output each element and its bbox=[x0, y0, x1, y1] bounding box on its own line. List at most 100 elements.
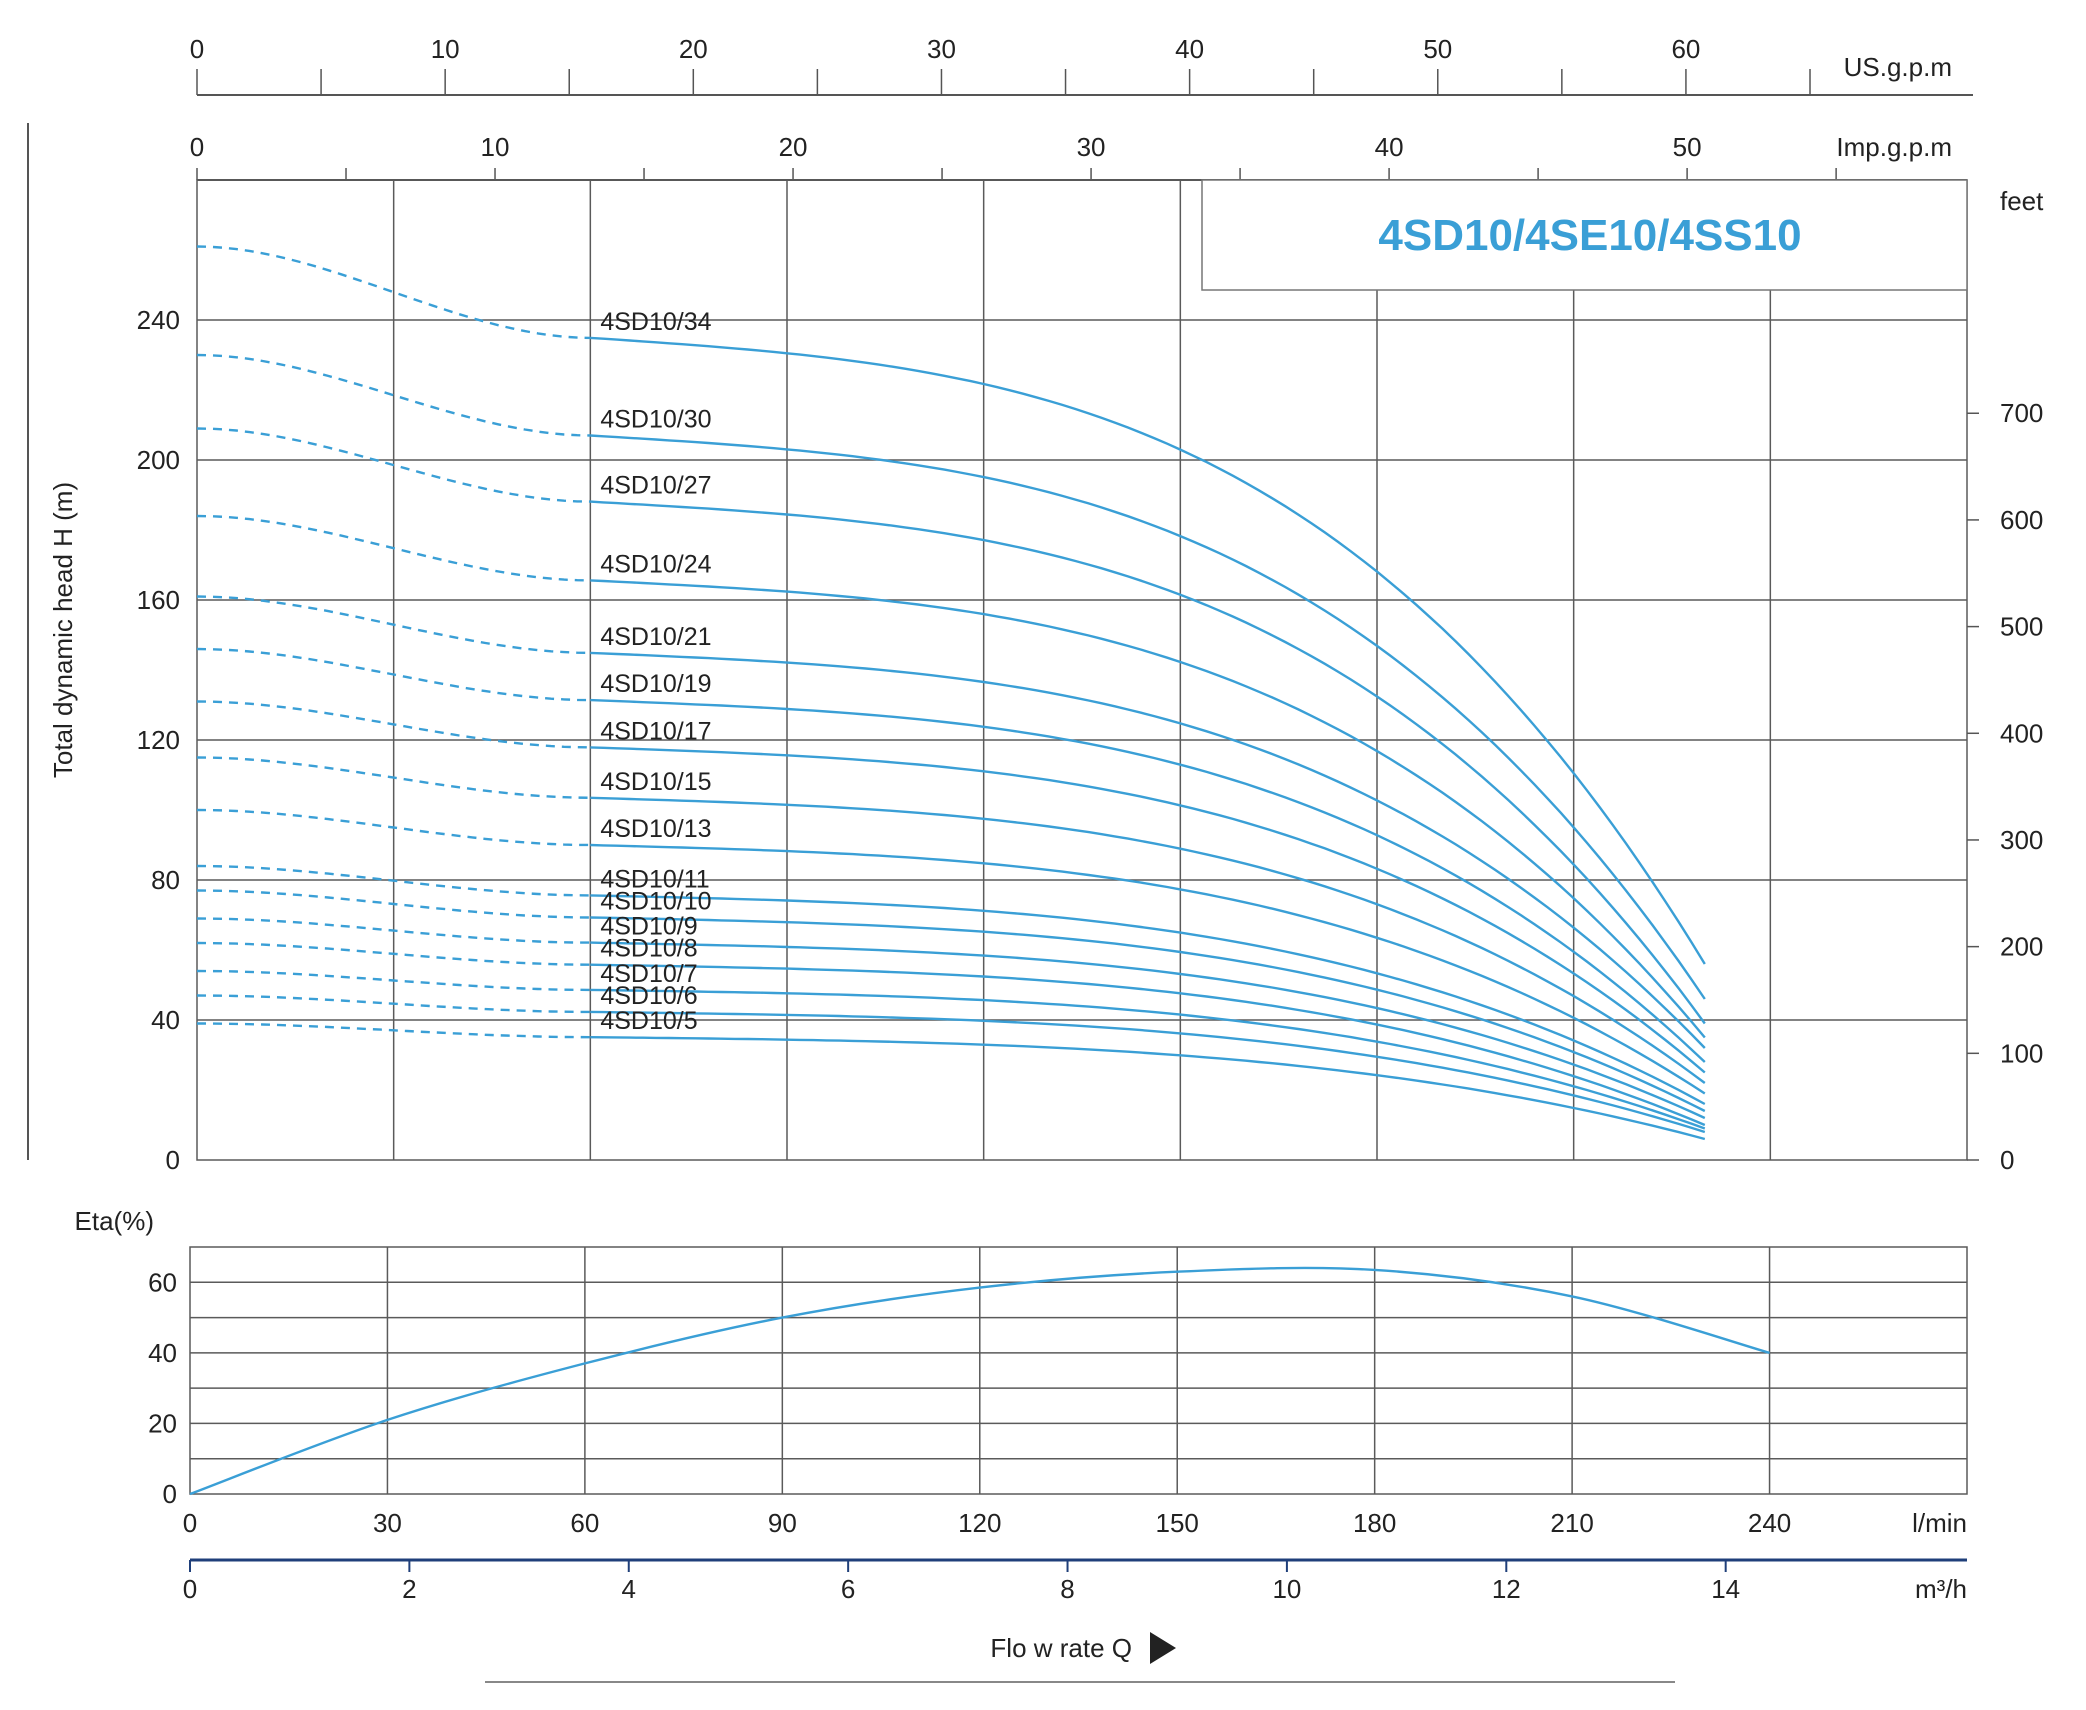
curve-label: 4SD10/27 bbox=[600, 472, 711, 500]
curve-solid-4SD10-6 bbox=[590, 1010, 1706, 1134]
curve-dashed-4SD10-8 bbox=[196, 941, 591, 966]
feet-axis-tick-label: 600 bbox=[2000, 505, 2043, 535]
curve-dashed-4SD10-7 bbox=[196, 969, 591, 992]
lpm-tick-label: 30 bbox=[373, 1508, 402, 1538]
lpm-tick-label: 0 bbox=[183, 1508, 197, 1538]
curve-dashed-4SD10-27 bbox=[196, 427, 591, 503]
curve-dashed-4SD10-11 bbox=[196, 864, 591, 897]
head-y-tick-label: 80 bbox=[151, 865, 180, 895]
imp-gpm-tick-label: 50 bbox=[1673, 132, 1702, 162]
curve-solid-4SD10-21 bbox=[590, 651, 1706, 1049]
curve-dashed-4SD10-6 bbox=[196, 994, 591, 1014]
imp-gpm-tick-label: 40 bbox=[1375, 132, 1404, 162]
curve-label: 4SD10/21 bbox=[600, 623, 711, 651]
eta-axis-title: Eta(%) bbox=[75, 1206, 154, 1236]
us-gpm-tick-label: 10 bbox=[431, 34, 460, 64]
head-y-tick-label: 120 bbox=[137, 725, 180, 755]
curve-solid-4SD10-30 bbox=[590, 434, 1706, 1000]
imp-gpm-tick-label: 30 bbox=[1077, 132, 1106, 162]
curve-solid-4SD10-7 bbox=[590, 988, 1706, 1130]
curve-dashed-4SD10-24 bbox=[196, 514, 591, 582]
curve-label: 4SD10/24 bbox=[600, 550, 711, 578]
curve-label: 4SD10/5 bbox=[600, 1007, 697, 1035]
curve-dashed-4SD10-19 bbox=[196, 647, 591, 702]
curve-solid-4SD10-27 bbox=[590, 500, 1706, 1025]
lpm-tick-label: 210 bbox=[1550, 1508, 1593, 1538]
feet-axis-tick-label: 100 bbox=[2000, 1038, 2043, 1068]
lpm-tick-label: 150 bbox=[1156, 1508, 1199, 1538]
us-gpm-tick-label: 50 bbox=[1423, 34, 1452, 64]
head-plot-frame bbox=[196, 179, 1968, 1161]
us-gpm-tick-label: 60 bbox=[1671, 34, 1700, 64]
curve-solid-4SD10-13 bbox=[590, 843, 1706, 1095]
curve-dashed-4SD10-15 bbox=[196, 756, 591, 799]
curve-label: 4SD10/8 bbox=[600, 935, 697, 963]
eta-plot-frame bbox=[189, 1246, 1968, 1495]
curve-dashed-4SD10-9 bbox=[196, 917, 591, 944]
curve-dashed-4SD10-17 bbox=[196, 700, 591, 749]
title-box bbox=[1201, 179, 1968, 291]
curve-solid-4SD10-11 bbox=[590, 894, 1706, 1106]
m3h-tick-label: 0 bbox=[183, 1574, 197, 1604]
us-gpm-unit-label: US.g.p.m bbox=[1844, 52, 1952, 82]
curve-dashed-4SD10-13 bbox=[196, 808, 591, 847]
feet-axis-tick-label: 200 bbox=[2000, 932, 2043, 962]
curve-label: 4SD10/34 bbox=[600, 308, 711, 336]
lpm-tick-label: 120 bbox=[958, 1508, 1001, 1538]
curve-label: 4SD10/11 bbox=[600, 865, 709, 893]
m3h-tick-label: 10 bbox=[1272, 1574, 1301, 1604]
m3h-tick-label: 8 bbox=[1060, 1574, 1074, 1604]
head-y-tick-label: 160 bbox=[137, 585, 180, 615]
flow-rate-arrow-icon bbox=[1150, 1632, 1176, 1664]
m3h-tick-label: 14 bbox=[1711, 1574, 1740, 1604]
flow-rate-label: Flo w rate Q bbox=[990, 1633, 1132, 1663]
m3h-tick-label: 4 bbox=[622, 1574, 636, 1604]
curve-solid-4SD10-24 bbox=[590, 579, 1706, 1039]
curve-solid-4SD10-15 bbox=[590, 796, 1706, 1084]
head-y-tick-label: 40 bbox=[151, 1005, 180, 1035]
curve-solid-4SD10-34 bbox=[590, 336, 1706, 965]
imp-gpm-tick-label: 0 bbox=[190, 132, 204, 162]
feet-axis-tick-label: 500 bbox=[2000, 612, 2043, 642]
curve-label: 4SD10/7 bbox=[600, 960, 697, 988]
curve-label: 4SD10/15 bbox=[600, 768, 711, 796]
curve-label: 4SD10/30 bbox=[600, 406, 711, 434]
eta-y-tick-label: 40 bbox=[148, 1338, 177, 1368]
curve-solid-4SD10-17 bbox=[590, 746, 1706, 1074]
curve-label: 4SD10/13 bbox=[600, 815, 711, 843]
lpm-tick-label: 180 bbox=[1353, 1508, 1396, 1538]
lpm-tick-label: 60 bbox=[570, 1508, 599, 1538]
curve-label: 4SD10/9 bbox=[600, 913, 697, 941]
curve-solid-4SD10-10 bbox=[590, 916, 1706, 1113]
curve-solid-4SD10-8 bbox=[590, 963, 1706, 1127]
curve-solid-4SD10-19 bbox=[590, 698, 1706, 1063]
eta-y-tick-label: 60 bbox=[148, 1267, 177, 1297]
head-y-tick-label: 0 bbox=[166, 1145, 180, 1175]
curve-dashed-4SD10-30 bbox=[196, 353, 591, 437]
curve-label: 4SD10/10 bbox=[600, 887, 711, 915]
lpm-tick-label: 90 bbox=[768, 1508, 797, 1538]
feet-axis-tick-label: 400 bbox=[2000, 718, 2043, 748]
chart-title: 4SD10/4SE10/4SS10 bbox=[1378, 211, 1801, 260]
lpm-unit-label: l/min bbox=[1912, 1508, 1967, 1538]
m3h-tick-label: 2 bbox=[402, 1574, 416, 1604]
feet-axis-tick-label: 300 bbox=[2000, 825, 2043, 855]
lpm-tick-label: 240 bbox=[1748, 1508, 1791, 1538]
us-gpm-tick-label: 40 bbox=[1175, 34, 1204, 64]
head-y-tick-label: 200 bbox=[137, 445, 180, 475]
m3h-tick-label: 12 bbox=[1492, 1574, 1521, 1604]
eta-y-tick-label: 0 bbox=[163, 1479, 177, 1509]
curve-label: 4SD10/6 bbox=[600, 982, 697, 1010]
head-y-tick-label: 240 bbox=[137, 305, 180, 335]
imp-gpm-tick-label: 10 bbox=[481, 132, 510, 162]
head-y-axis-title: Total dynamic head H (m) bbox=[48, 482, 78, 778]
eta-curve bbox=[189, 1266, 1770, 1496]
curve-solid-4SD10-5 bbox=[590, 1036, 1706, 1141]
curve-label: 4SD10/19 bbox=[600, 670, 711, 698]
curve-dashed-4SD10-21 bbox=[196, 595, 591, 655]
curve-dashed-4SD10-10 bbox=[196, 889, 591, 919]
imp-gpm-tick-label: 20 bbox=[779, 132, 808, 162]
feet-axis-tick-label: 0 bbox=[2000, 1145, 2014, 1175]
feet-axis-unit-label: feet bbox=[2000, 186, 2044, 216]
